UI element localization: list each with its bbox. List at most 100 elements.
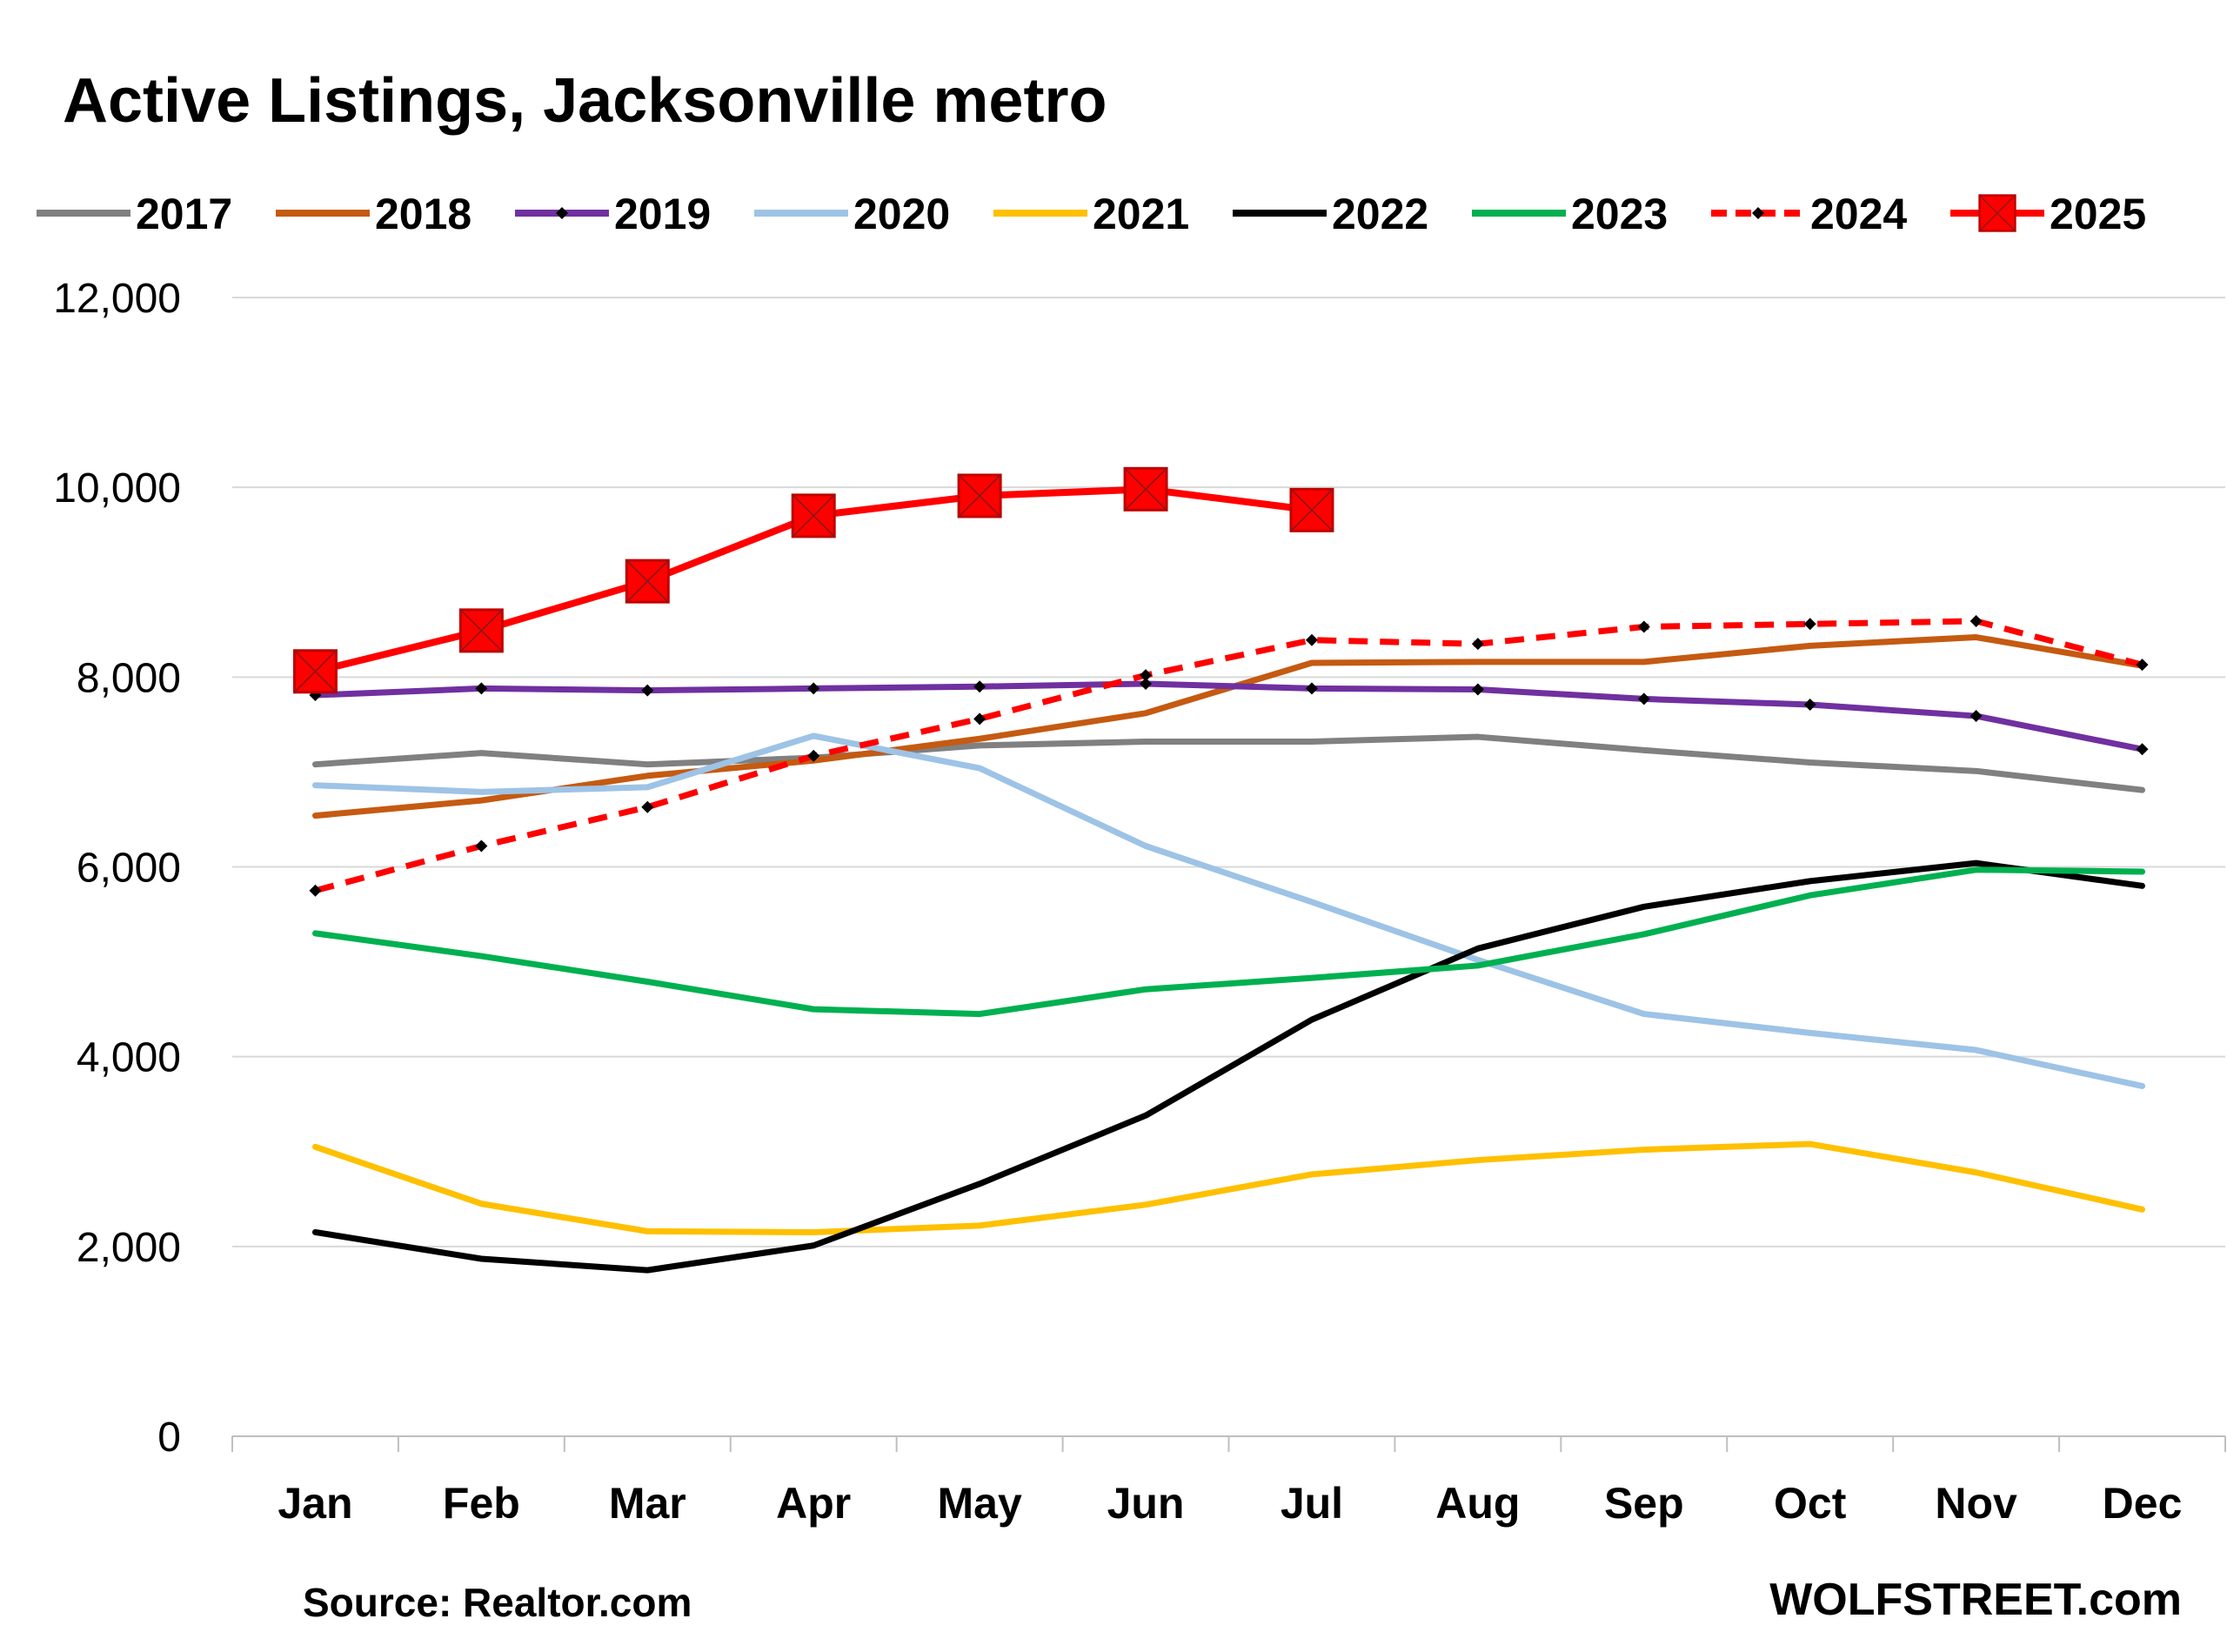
legend-label-2024: 2024: [1810, 190, 1907, 238]
legend-label-2017: 2017: [136, 190, 232, 238]
series-2024: [309, 614, 2149, 897]
point-2024-oct: [1803, 618, 1816, 631]
series-line-2021: [311, 1140, 2146, 1235]
y-tick-label-8000: 8,000: [77, 655, 181, 701]
plot-area: [292, 466, 2149, 1274]
legend: 2017 2018 2019 2020 2021 2022 2023 2024 2025: [37, 190, 2146, 238]
x-tick-label-jan: Jan: [278, 1479, 352, 1528]
series-2022: [311, 859, 2146, 1274]
point-2025-may: [957, 473, 1002, 518]
y-tick-label-10000: 10,000: [53, 465, 181, 512]
series-line-2023: [311, 866, 2146, 1018]
point-2024-aug: [1471, 638, 1484, 651]
x-tick-label-dec: Dec: [2103, 1479, 2183, 1528]
series-2020: [311, 732, 2146, 1089]
series-line-2019: [311, 680, 2146, 752]
point-2019-aug: [1471, 683, 1484, 696]
y-tick-label-0: 0: [157, 1415, 181, 1461]
y-tick-label-12000: 12,000: [53, 276, 181, 322]
point-2024-nov: [1970, 614, 1983, 627]
point-2024-apr: [807, 749, 820, 762]
point-2019-feb: [475, 682, 488, 695]
chart-title: Active Listings, Jacksonville metro: [63, 66, 1107, 136]
point-2025-feb-cross-b: [459, 609, 503, 652]
point-2019-dec: [2136, 743, 2149, 756]
x-tick-label-may: May: [937, 1479, 1021, 1528]
brand-label: WOLFSTREET.com: [1769, 1575, 2182, 1625]
y-tick-label-6000: 6,000: [77, 846, 181, 892]
legend-label-2018: 2018: [375, 190, 471, 238]
x-tick-label-nov: Nov: [1935, 1479, 2017, 1528]
point-2019-may: [973, 680, 986, 693]
point-2025-jan-cross-b: [293, 650, 337, 693]
point-2025-jun-cross-b: [1124, 467, 1167, 511]
legend-label-2019: 2019: [614, 190, 711, 238]
legend-item-2023: 2023: [1472, 190, 1668, 238]
point-2019-jun: [1140, 677, 1153, 690]
point-2025-apr: [791, 493, 836, 538]
point-2024-jul: [1305, 633, 1318, 646]
point-2024-sep: [1637, 620, 1650, 633]
legend-item-2018: 2018: [276, 190, 471, 238]
legend-marker-2025-cross-b: [1979, 195, 2016, 231]
point-2024-jun: [1140, 669, 1153, 682]
legend-marker-2024: [1752, 207, 1764, 219]
x-tick-label-aug: Aug: [1435, 1479, 1520, 1528]
x-tick-label-oct: Oct: [1774, 1479, 1847, 1528]
point-2024-dec: [2136, 659, 2149, 672]
x-tick-label-jun: Jun: [1107, 1479, 1185, 1528]
legend-item-2019: 2019: [515, 190, 711, 238]
series-line-2024: [314, 618, 2143, 894]
source-note: Source: Realtor.com: [303, 1580, 692, 1625]
point-2024-jan: [309, 884, 322, 897]
legend-item-2024: 2024: [1711, 190, 1907, 238]
legend-label-2021: 2021: [1093, 190, 1189, 238]
legend-marker-2019: [556, 207, 568, 219]
legend-label-2022: 2022: [1332, 190, 1428, 238]
x-axis: Jan Feb Mar Apr May Jun Jul Aug Sep Oct Nov Dec: [231, 1435, 2226, 1528]
point-2019-mar: [641, 684, 654, 697]
point-2025-jul-cross-b: [1290, 488, 1334, 532]
series-line-2020: [311, 732, 2146, 1089]
series-2023: [311, 866, 2146, 1018]
series-line-2017: [311, 733, 2146, 793]
point-2024-feb: [475, 839, 488, 853]
series-2019: [309, 677, 2149, 756]
x-tick-label-sep: Sep: [1604, 1479, 1684, 1528]
legend-item-2020: 2020: [754, 190, 950, 238]
point-2025-jun: [1123, 466, 1168, 512]
point-2025-apr-cross-b: [792, 494, 835, 538]
y-tick-label-4000: 4,000: [77, 1035, 181, 1081]
point-2025-feb: [458, 608, 504, 653]
point-2025-jul: [1289, 487, 1334, 532]
series-2021: [311, 1140, 2146, 1235]
point-2019-nov: [1970, 710, 1983, 723]
series-line-2022: [311, 859, 2146, 1274]
legend-item-2025: 2025: [1950, 190, 2146, 238]
point-2019-sep: [1637, 692, 1650, 706]
point-2024-mar: [641, 800, 654, 813]
legend-item-2021: 2021: [993, 190, 1189, 238]
legend-item-2022: 2022: [1233, 190, 1428, 238]
point-2019-jul: [1305, 682, 1318, 695]
point-2025-jan: [292, 649, 338, 694]
legend-marker-2025: [1978, 194, 2016, 232]
point-2025-mar: [625, 558, 670, 604]
point-2024-may: [973, 712, 986, 726]
gridlines: [232, 297, 2225, 1247]
x-tick-label-jul: Jul: [1281, 1479, 1343, 1528]
point-2019-apr: [807, 682, 820, 695]
x-tick-label-apr: Apr: [776, 1479, 851, 1528]
point-2025-mar-cross-b: [625, 559, 669, 603]
y-tick-label-2000: 2,000: [77, 1225, 181, 1271]
legend-item-2017: 2017: [37, 190, 232, 238]
x-tick-label-mar: Mar: [609, 1479, 686, 1528]
legend-label-2025: 2025: [2050, 190, 2146, 238]
point-2025-may-cross-b: [958, 474, 1001, 518]
series-2025: [292, 466, 1334, 694]
series-2017: [311, 733, 2146, 793]
legend-label-2023: 2023: [1571, 190, 1668, 238]
legend-label-2020: 2020: [853, 190, 950, 238]
